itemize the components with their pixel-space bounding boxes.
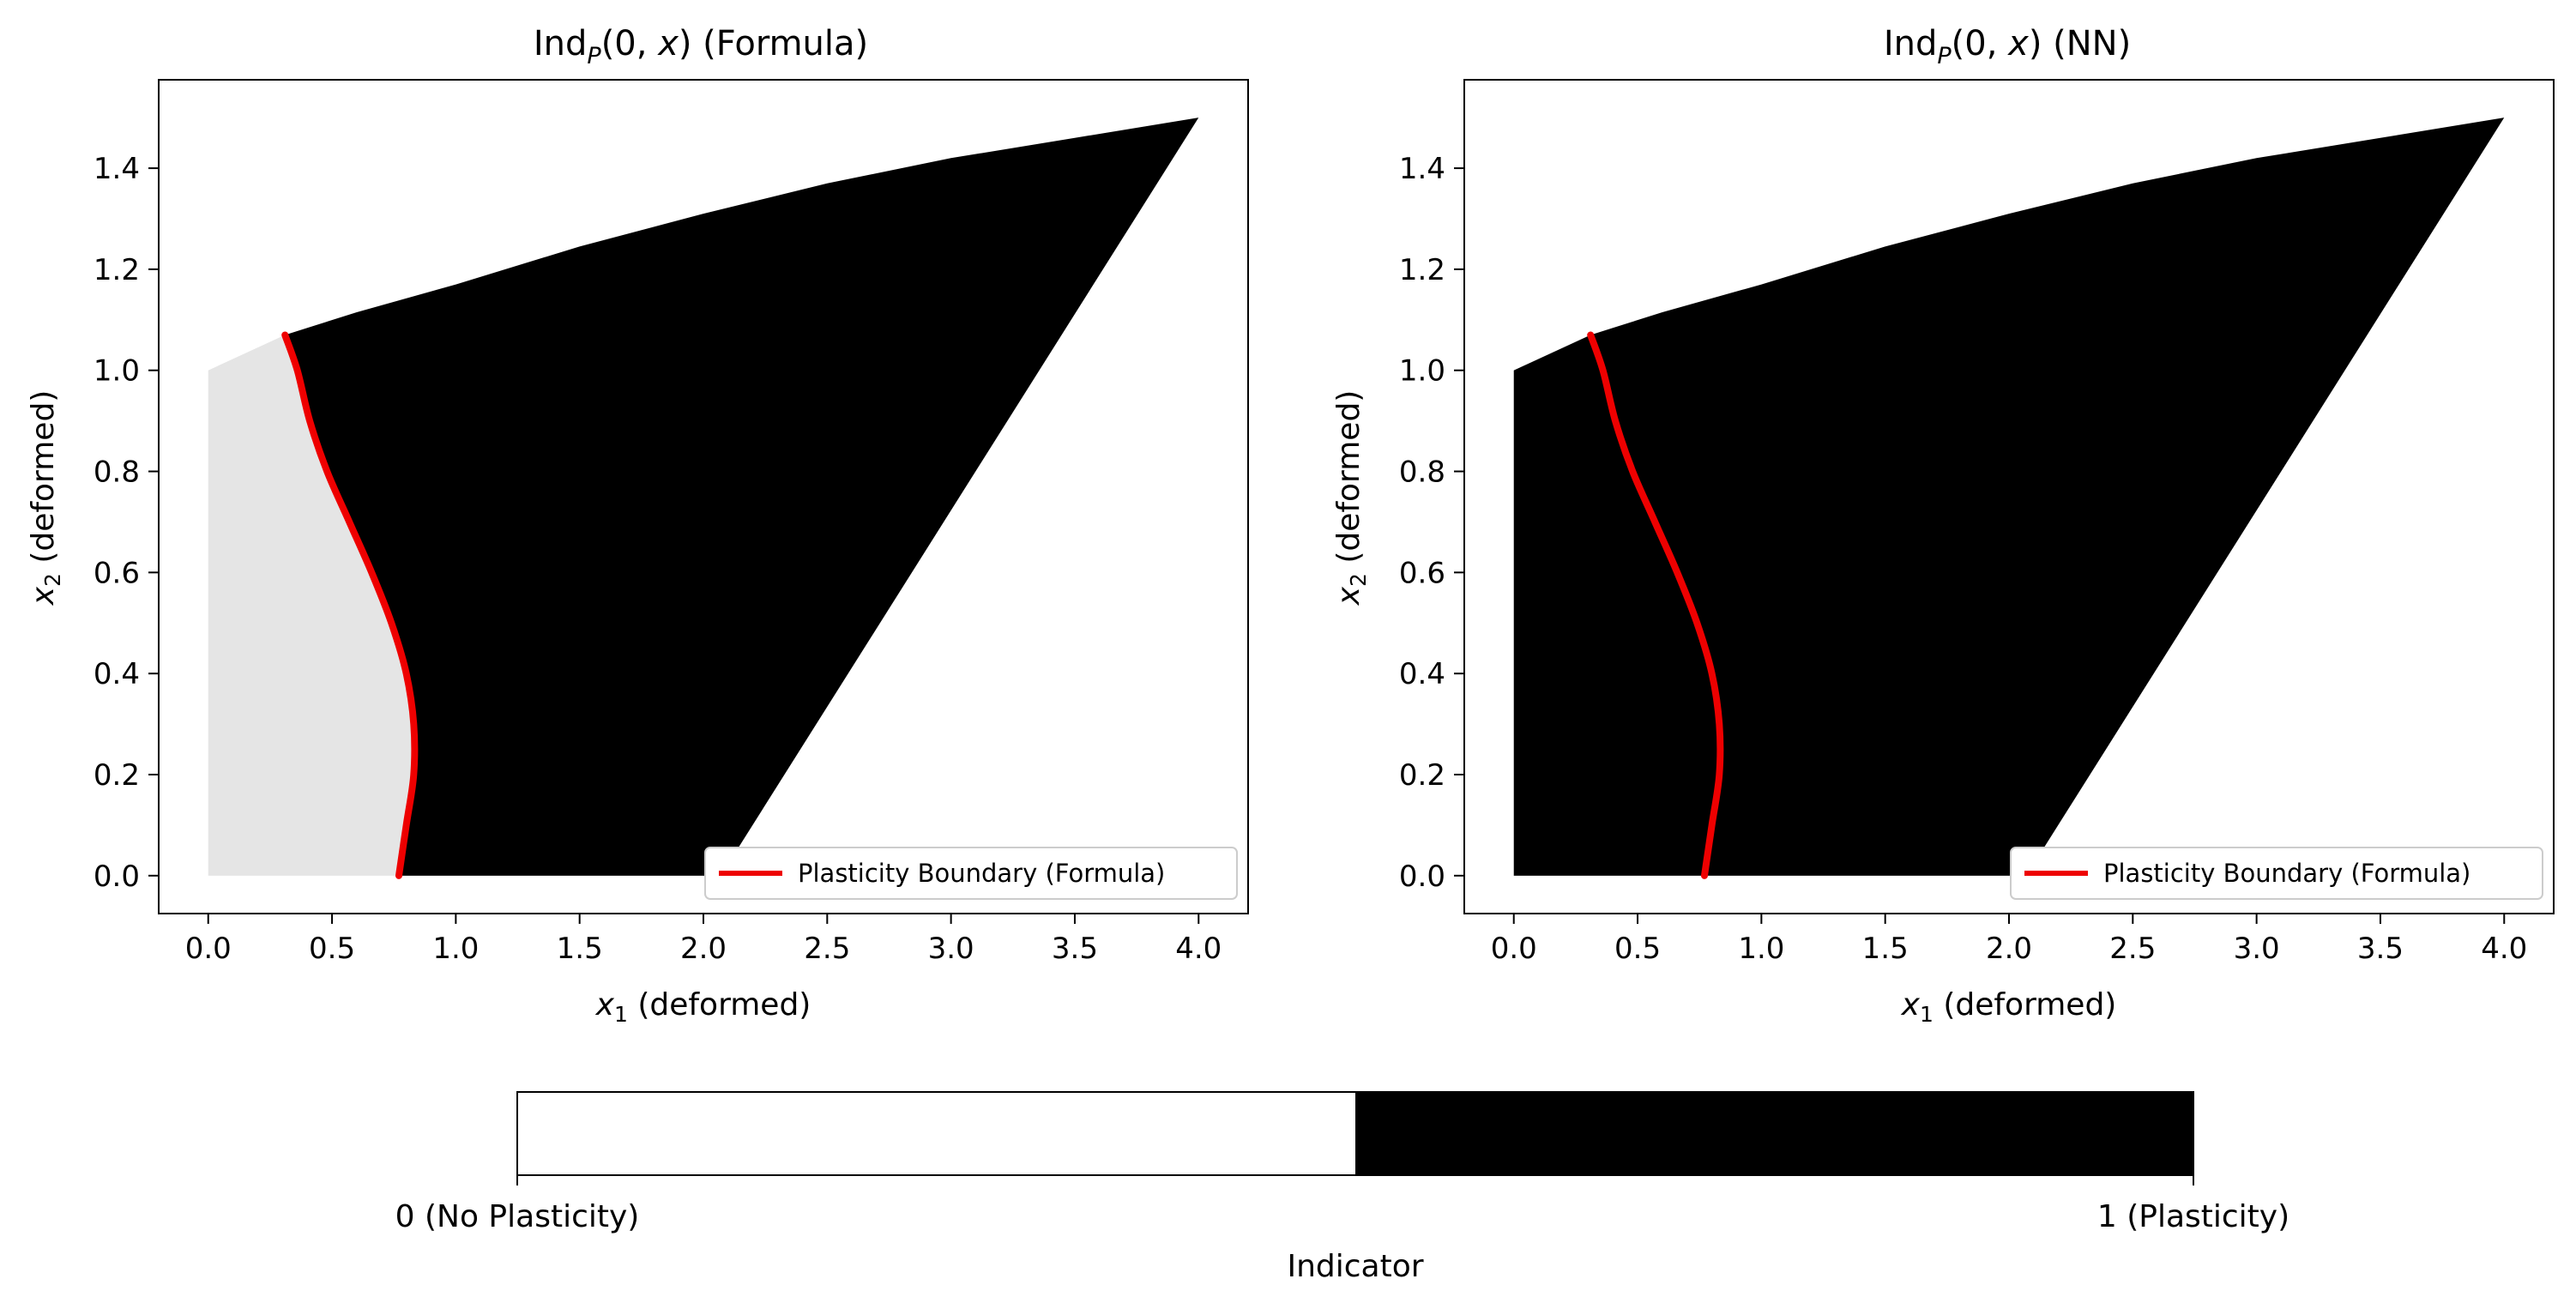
x-tick-label: 0.5 (309, 932, 355, 966)
y-axis-label-nn: x2 (deformed) (1331, 390, 1371, 606)
plasticity-boundary-line (281, 331, 419, 879)
x-tick-label: 0.0 (185, 932, 232, 966)
y-tick-label: 1.0 (1399, 354, 1445, 389)
x-tick-label: 3.5 (2357, 932, 2404, 966)
y-tick-label: 1.2 (1399, 253, 1445, 287)
y-tick-label: 1.2 (94, 253, 140, 287)
legend-box (2010, 847, 2543, 900)
region-plasticity (285, 118, 1199, 876)
x-tick-label: 2.0 (680, 932, 727, 966)
x-tick-label: 4.0 (1175, 932, 1222, 966)
x-tick-label: 3.0 (2234, 932, 2280, 966)
x-axis-label-formula: x1 (deformed) (595, 987, 811, 1027)
x-tick-label: 3.0 (928, 932, 974, 966)
y-tick-label: 1.0 (94, 354, 140, 389)
colorbar-frame (516, 1091, 2194, 1176)
x-ticks-formula: 0.0 0.5 1.0 1.5 2.0 2.5 3.0 3.5 4.0 (185, 914, 1222, 966)
x-tick-label: 0.5 (1614, 932, 1661, 966)
y-tick-label: 0.0 (1399, 860, 1445, 894)
y-tick-label: 0.4 (1399, 657, 1445, 691)
x-tick-label: 1.0 (432, 932, 479, 966)
region-no-plasticity (208, 335, 414, 876)
legend-nn: Plasticity Boundary (Formula) (2010, 847, 2543, 900)
y-tick-label: 0.8 (1399, 455, 1445, 490)
y-tick-label: 0.2 (1399, 758, 1445, 793)
y-tick-label: 1.4 (1399, 152, 1445, 186)
x-tick-label: 4.0 (2481, 932, 2527, 966)
x-ticks-nn: 0.0 0.5 1.0 1.5 2.0 2.5 3.0 3.5 4.0 (1491, 914, 2527, 966)
y-ticks-nn: 0.0 0.2 0.4 0.6 0.8 1.0 1.2 1.4 (1399, 152, 1464, 894)
y-ticks-formula: 0.0 0.2 0.4 0.6 0.8 1.0 1.2 1.4 (94, 152, 159, 894)
x-tick-label: 3.5 (1052, 932, 1098, 966)
x-tick-label: 0.0 (1491, 932, 1537, 966)
plot-formula: IndP(0, x) (Formula) 0.0 0.5 1.0 1.5 2.0 2.5 3… (26, 24, 1249, 1027)
y-tick-label: 1.4 (94, 152, 140, 186)
y-axis-label-formula: x2 (deformed) (26, 390, 65, 606)
colorbar-segment-no-plasticity (517, 1092, 1355, 1175)
plot-nn: IndP(0, x) (NN) 0.0 0.5 1.0 1.5 2.0 2.5 3.0 3.5… (1331, 24, 2555, 1027)
region-plasticity (1513, 118, 2505, 876)
x-tick-label: 2.5 (804, 932, 850, 966)
legend-label-boundary: Plasticity Boundary (Formula) (2103, 859, 2470, 888)
legend-formula: Plasticity Boundary (Formula) (704, 847, 1238, 900)
colorbar-tick-label-high: 1 (Plasticity) (2097, 1199, 2289, 1234)
x-tick-label: 2.0 (1986, 932, 2032, 966)
y-tick-label: 0.4 (94, 657, 140, 691)
x-tick-label: 2.5 (2109, 932, 2156, 966)
y-tick-label: 0.2 (94, 758, 140, 793)
y-tick-label: 0.6 (1399, 556, 1445, 590)
colorbar-label: Indicator (1287, 1249, 1423, 1284)
y-tick-label: 0.6 (94, 556, 140, 590)
x-tick-label: 1.0 (1738, 932, 1784, 966)
x-tick-label: 1.5 (1862, 932, 1909, 966)
plot-title-nn: IndP(0, x) (NN) (1884, 24, 2131, 69)
legend-box (704, 847, 1238, 900)
x-axis-label-nn: x1 (deformed) (1901, 987, 2117, 1027)
y-tick-label: 0.0 (94, 860, 140, 894)
colorbar-tick-label-low: 0 (No Plasticity) (395, 1199, 640, 1234)
x-tick-label: 1.5 (557, 932, 603, 966)
legend-label-boundary: Plasticity Boundary (Formula) (798, 859, 1165, 888)
plasticity-boundary-line (1587, 331, 1724, 879)
colorbar: 0 (No Plasticity) 1 (Plasticity) Indicat… (395, 1091, 2289, 1284)
colorbar-segment-plasticity (1355, 1092, 2193, 1175)
plot-title-formula: IndP(0, x) (Formula) (534, 24, 868, 69)
y-tick-label: 0.8 (94, 455, 140, 490)
